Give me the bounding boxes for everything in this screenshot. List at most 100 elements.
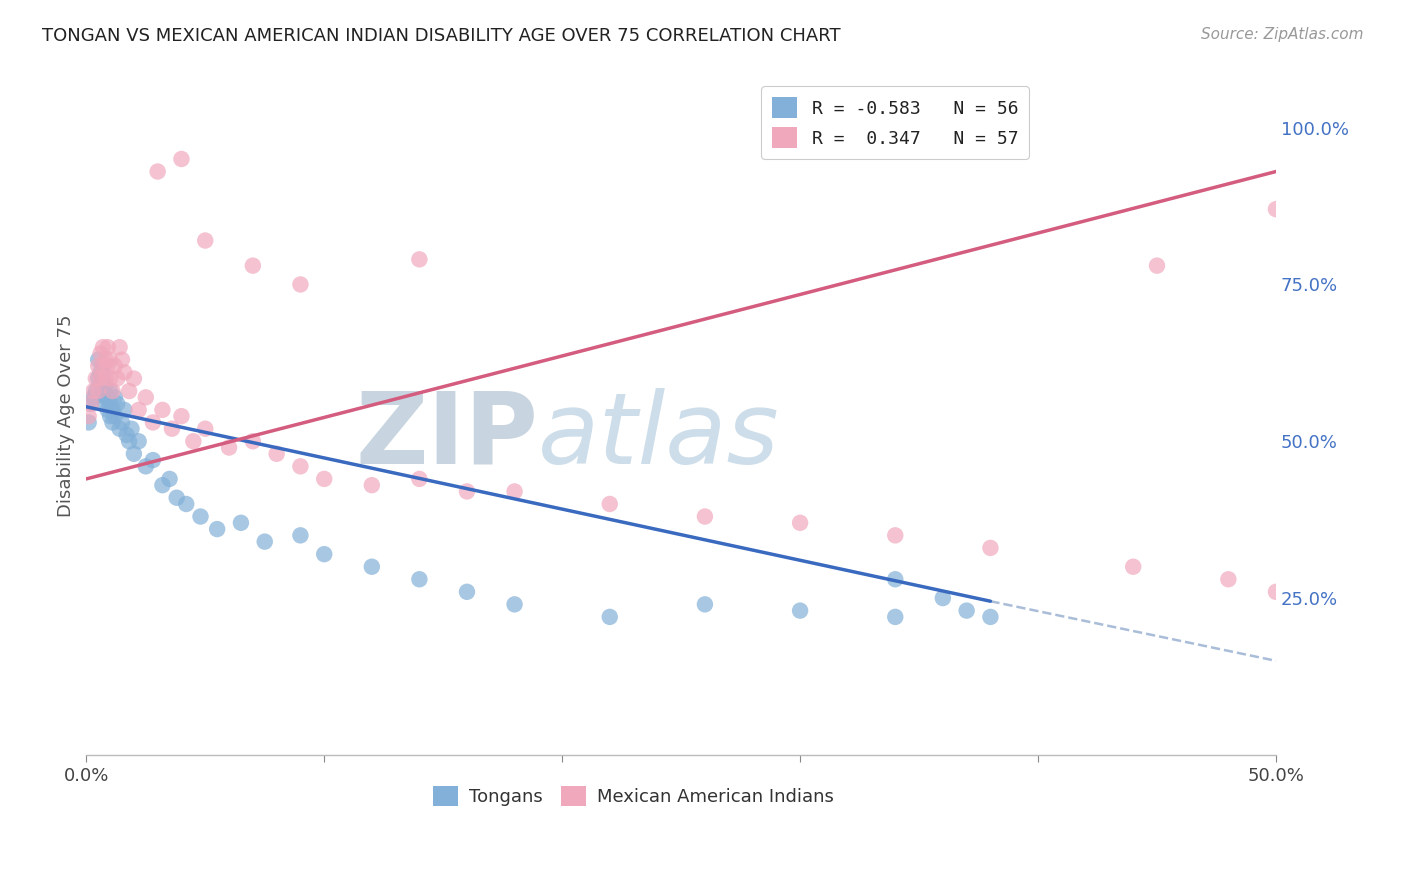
Point: [104, 359, 127, 373]
Point: [98, 384, 121, 398]
Text: TONGAN VS MEXICAN AMERICAN INDIAN DISABILITY AGE OVER 75 CORRELATION CHART: TONGAN VS MEXICAN AMERICAN INDIAN DISABI…: [42, 27, 841, 45]
Point: [94, 371, 117, 385]
Point: [979, 541, 1001, 555]
Point: [118, 384, 141, 398]
Point: [122, 371, 145, 385]
Point: [152, 478, 174, 492]
Point: [979, 610, 1001, 624]
Point: [94, 390, 117, 404]
Point: [242, 259, 264, 273]
Point: [142, 416, 165, 430]
Point: [115, 428, 138, 442]
Point: [242, 434, 264, 449]
Point: [360, 559, 382, 574]
Point: [1265, 584, 1288, 599]
Point: [94, 352, 117, 367]
Point: [360, 478, 382, 492]
Point: [90, 371, 112, 385]
Point: [1218, 572, 1240, 586]
Point: [108, 422, 131, 436]
Point: [97, 359, 120, 373]
Point: [314, 472, 336, 486]
Point: [884, 572, 907, 586]
Point: [166, 491, 188, 505]
Point: [98, 371, 121, 385]
Point: [87, 371, 110, 385]
Point: [205, 522, 228, 536]
Point: [229, 516, 252, 530]
Point: [121, 422, 143, 436]
Point: [97, 390, 120, 404]
Point: [160, 422, 183, 436]
Point: [884, 610, 907, 624]
Point: [84, 384, 107, 398]
Point: [290, 459, 312, 474]
Point: [503, 598, 526, 612]
Point: [128, 434, 150, 449]
Point: [693, 598, 716, 612]
Point: [789, 516, 811, 530]
Point: [112, 403, 135, 417]
Point: [91, 359, 114, 373]
Point: [101, 384, 124, 398]
Point: [112, 365, 135, 379]
Point: [142, 453, 165, 467]
Point: [105, 371, 128, 385]
Point: [290, 528, 312, 542]
Point: [789, 604, 811, 618]
Point: [599, 610, 621, 624]
Point: [190, 509, 212, 524]
Point: [253, 534, 276, 549]
Point: [218, 441, 240, 455]
Point: [884, 528, 907, 542]
Point: [82, 390, 104, 404]
Point: [77, 409, 100, 424]
Point: [90, 346, 112, 360]
Point: [80, 396, 103, 410]
Point: [98, 396, 121, 410]
Point: [101, 416, 124, 430]
Point: [314, 547, 336, 561]
Point: [118, 434, 141, 449]
Point: [1146, 259, 1168, 273]
Point: [77, 416, 100, 430]
Y-axis label: Disability Age Over 75: Disability Age Over 75: [58, 315, 75, 517]
Point: [194, 422, 217, 436]
Point: [122, 447, 145, 461]
Text: atlas: atlas: [538, 388, 780, 485]
Point: [456, 484, 478, 499]
Point: [104, 409, 127, 424]
Point: [80, 396, 103, 410]
Point: [146, 164, 169, 178]
Point: [174, 497, 197, 511]
Point: [87, 359, 110, 373]
Point: [1265, 202, 1288, 216]
Point: [91, 384, 114, 398]
Point: [105, 396, 128, 410]
Point: [599, 497, 621, 511]
Point: [87, 384, 110, 398]
Point: [503, 484, 526, 499]
Point: [266, 447, 288, 461]
Point: [91, 359, 114, 373]
Point: [82, 384, 104, 398]
Point: [97, 340, 120, 354]
Point: [104, 390, 127, 404]
Point: [98, 409, 121, 424]
Point: [194, 234, 217, 248]
Point: [101, 403, 124, 417]
Text: Source: ZipAtlas.com: Source: ZipAtlas.com: [1201, 27, 1364, 42]
Point: [94, 377, 117, 392]
Point: [135, 390, 157, 404]
Point: [97, 403, 120, 417]
Point: [84, 371, 107, 385]
Point: [111, 352, 134, 367]
Point: [183, 434, 205, 449]
Point: [408, 252, 430, 267]
Point: [456, 584, 478, 599]
Point: [932, 591, 955, 605]
Point: [108, 340, 131, 354]
Point: [290, 277, 312, 292]
Point: [1122, 559, 1144, 574]
Point: [87, 352, 110, 367]
